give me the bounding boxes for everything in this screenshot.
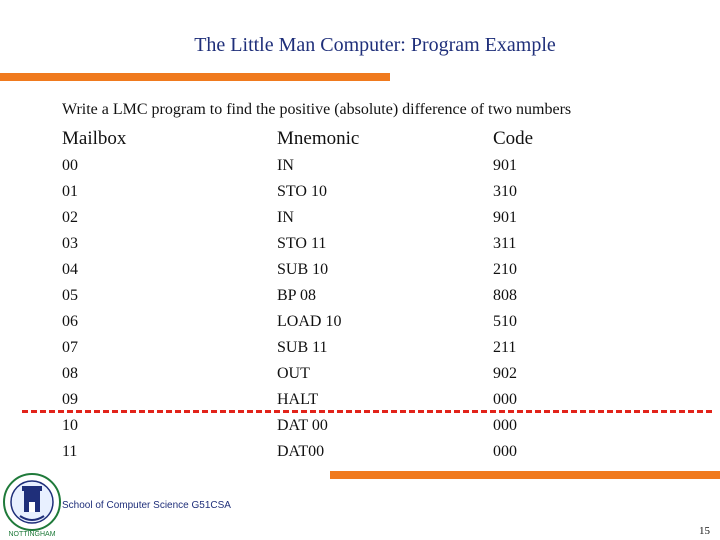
table-row: 09 HALT 000 <box>0 391 720 417</box>
mailbox-cell: 06 <box>62 313 78 330</box>
footer-text: School of Computer Science G51CSA <box>62 500 231 511</box>
code-cell: 901 <box>493 209 517 226</box>
mnemonic-cell: IN <box>277 209 294 226</box>
table-row: 11 DAT00 000 <box>0 443 720 469</box>
mnemonic-cell: SUB 10 <box>277 261 329 278</box>
mailbox-cell: 09 <box>62 391 78 408</box>
code-cell: 210 <box>493 261 517 278</box>
table-row: 02 IN 901 <box>0 209 720 235</box>
crest-text: NOTTINGHAM <box>8 531 55 538</box>
slide-title: The Little Man Computer: Program Example <box>194 34 556 56</box>
top-accent-bar <box>0 73 390 81</box>
university-crest-icon: NOTTINGHAM <box>3 473 61 538</box>
mnemonic-cell: HALT <box>277 391 319 408</box>
mailbox-cell: 00 <box>62 157 78 174</box>
code-cell: 211 <box>493 339 517 356</box>
code-cell: 510 <box>493 313 517 330</box>
mnemonic-cell: BP 08 <box>277 287 316 304</box>
mailbox-cell: 10 <box>62 417 78 434</box>
table-row: 01 STO 10 310 <box>0 183 720 209</box>
table-row: 07 SUB 11 211 <box>0 339 720 365</box>
code-cell: 000 <box>493 443 517 460</box>
mailbox-cell: 02 <box>62 209 78 226</box>
bottom-accent-bar <box>330 471 720 479</box>
table-row: 03 STO 11 311 <box>0 235 720 261</box>
mailbox-cell: 05 <box>62 287 78 304</box>
mailbox-cell: 03 <box>62 235 78 252</box>
dashed-separator <box>22 410 712 413</box>
table-row: 06 LOAD 10 510 <box>0 313 720 339</box>
header-mnemonic: Mnemonic <box>277 128 360 149</box>
table-row: 08 OUT 902 <box>0 365 720 391</box>
mailbox-cell: 04 <box>62 261 78 278</box>
table-row: 04 SUB 10 210 <box>0 261 720 287</box>
mailbox-cell: 11 <box>62 443 78 460</box>
code-cell: 000 <box>493 391 517 408</box>
header-mailbox: Mailbox <box>62 128 127 149</box>
code-cell: 901 <box>493 157 517 174</box>
code-cell: 808 <box>493 287 517 304</box>
code-cell: 311 <box>493 235 517 252</box>
table-row: 00 IN 901 <box>0 157 720 183</box>
mnemonic-cell: DAT 00 <box>277 417 328 434</box>
mnemonic-cell: IN <box>277 157 294 174</box>
mnemonic-cell: STO 10 <box>277 183 327 200</box>
mnemonic-cell: STO 11 <box>277 235 327 252</box>
slide-subtitle: Write a LMC program to find the positive… <box>62 101 572 118</box>
table-row: 05 BP 08 808 <box>0 287 720 313</box>
code-cell: 000 <box>493 417 517 434</box>
header-code: Code <box>493 128 534 149</box>
mailbox-cell: 07 <box>62 339 78 356</box>
code-cell: 902 <box>493 365 517 382</box>
mnemonic-cell: OUT <box>277 365 310 382</box>
mailbox-cell: 08 <box>62 365 78 382</box>
mailbox-cell: 01 <box>62 183 78 200</box>
code-cell: 310 <box>493 183 517 200</box>
mnemonic-cell: SUB 11 <box>277 339 328 356</box>
table-row: 10 DAT 00 000 <box>0 417 720 443</box>
page-number: 15 <box>699 525 710 537</box>
mnemonic-cell: DAT00 <box>277 443 325 460</box>
mnemonic-cell: LOAD 10 <box>277 313 342 330</box>
